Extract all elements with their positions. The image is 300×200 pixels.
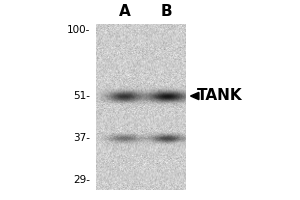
- Polygon shape: [190, 92, 199, 100]
- Text: A: A: [118, 4, 130, 20]
- Text: 51-: 51-: [73, 91, 90, 101]
- Text: B: B: [161, 4, 172, 20]
- Text: 100-: 100-: [67, 25, 90, 35]
- Text: 29-: 29-: [73, 175, 90, 185]
- Text: 37-: 37-: [73, 133, 90, 143]
- Text: TANK: TANK: [196, 88, 242, 104]
